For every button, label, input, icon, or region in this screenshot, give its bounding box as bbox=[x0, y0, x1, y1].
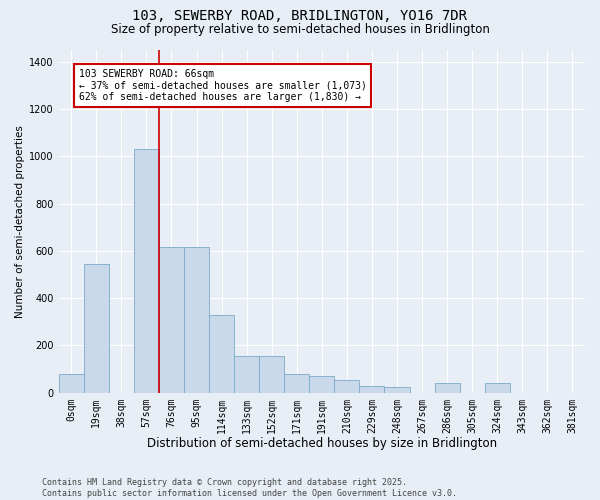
Text: 103, SEWERBY ROAD, BRIDLINGTON, YO16 7DR: 103, SEWERBY ROAD, BRIDLINGTON, YO16 7DR bbox=[133, 9, 467, 23]
Bar bbox=[284, 374, 309, 392]
Text: 103 SEWERBY ROAD: 66sqm
← 37% of semi-detached houses are smaller (1,073)
62% of: 103 SEWERBY ROAD: 66sqm ← 37% of semi-de… bbox=[79, 69, 367, 102]
Bar bbox=[359, 386, 385, 392]
Bar bbox=[309, 376, 334, 392]
Bar bbox=[385, 387, 410, 392]
X-axis label: Distribution of semi-detached houses by size in Bridlington: Distribution of semi-detached houses by … bbox=[147, 437, 497, 450]
Bar bbox=[59, 374, 84, 392]
Bar bbox=[334, 380, 359, 392]
Bar bbox=[184, 248, 209, 392]
Bar bbox=[234, 356, 259, 393]
Bar bbox=[159, 248, 184, 392]
Bar bbox=[209, 314, 234, 392]
Bar bbox=[134, 150, 159, 392]
Bar bbox=[434, 384, 460, 392]
Bar bbox=[485, 384, 510, 392]
Text: Size of property relative to semi-detached houses in Bridlington: Size of property relative to semi-detach… bbox=[110, 22, 490, 36]
Bar bbox=[84, 264, 109, 392]
Text: Contains HM Land Registry data © Crown copyright and database right 2025.
Contai: Contains HM Land Registry data © Crown c… bbox=[42, 478, 457, 498]
Y-axis label: Number of semi-detached properties: Number of semi-detached properties bbox=[15, 125, 25, 318]
Bar bbox=[259, 356, 284, 393]
